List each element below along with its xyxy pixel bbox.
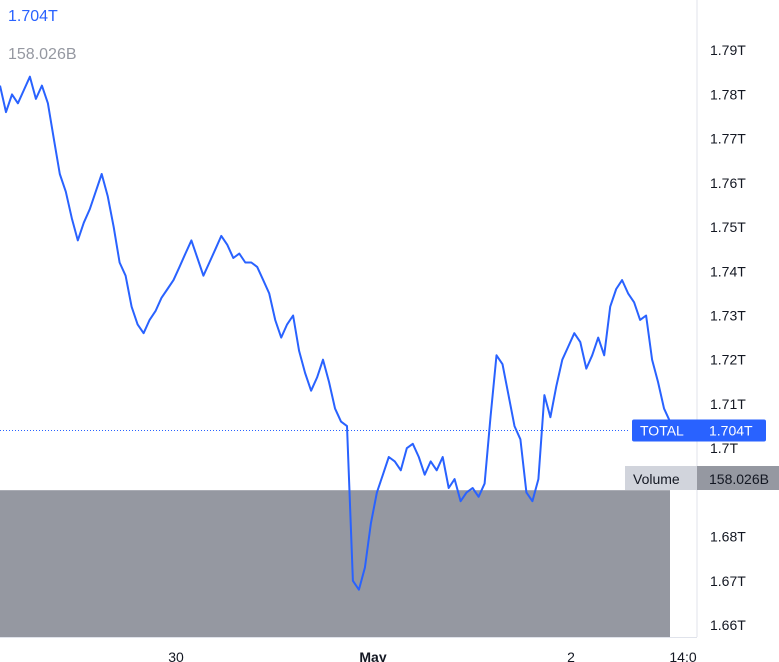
x-axis-tick-labels: 30 May 2 14:0: [168, 649, 697, 662]
y-tick-label: 1.75T: [710, 219, 746, 235]
volume-value: 158.026B: [709, 471, 769, 487]
y-tick-label: 1.72T: [710, 352, 746, 368]
current-price-badge: TOTAL 1.704T: [632, 419, 766, 442]
y-tick-label: 1.79T: [710, 42, 746, 58]
y-tick-label: 1.71T: [710, 396, 746, 412]
x-tick-label: 2: [567, 649, 575, 662]
price-line: [0, 75, 671, 591]
y-tick-label: 1.67T: [710, 573, 746, 589]
y-tick-label: 1.73T: [710, 308, 746, 324]
legend-price: 1.704T: [8, 8, 58, 25]
volume-label: Volume: [633, 471, 680, 487]
y-axis-tick-labels: 1.79T 1.78T 1.77T 1.76T 1.75T 1.74T 1.73T 1.72T…: [710, 42, 746, 633]
total-badge-box: [632, 419, 766, 442]
x-tick-label: 30: [168, 649, 184, 662]
y-tick-label: 1.66T: [710, 617, 746, 633]
volume-label-box: [625, 466, 697, 490]
x-tick-label: May: [359, 649, 386, 662]
y-tick-label: 1.78T: [710, 86, 746, 102]
y-tick-label: 1.74T: [710, 263, 746, 279]
volume-badge: Volume 158.026B: [625, 466, 779, 490]
current-price-value: 1.704T: [709, 423, 753, 439]
total-label: TOTAL: [640, 423, 684, 439]
volume-area: [0, 490, 670, 637]
legend-volume: 158.026B: [8, 46, 77, 63]
x-tick-label: 14:0: [669, 649, 696, 662]
y-tick-label: 1.7T: [710, 440, 738, 456]
y-tick-label: 1.68T: [710, 529, 746, 545]
volume-value-box: [697, 466, 779, 490]
y-tick-label: 1.76T: [710, 175, 746, 191]
y-tick-label: 1.77T: [710, 131, 746, 147]
